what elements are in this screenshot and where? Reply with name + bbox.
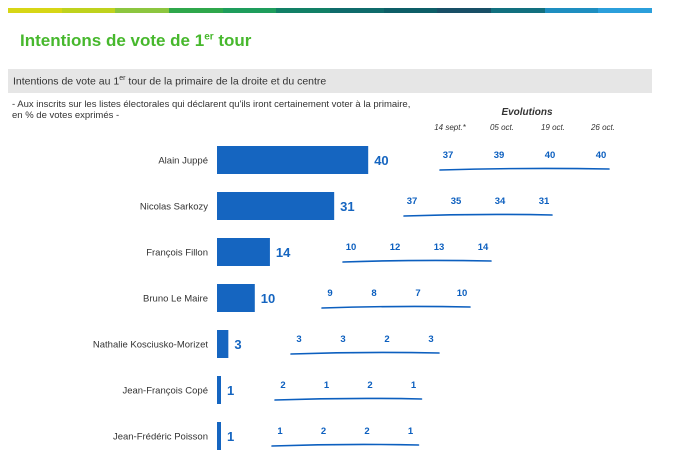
evolution-value: 3 bbox=[340, 334, 345, 345]
evolution-value: 40 bbox=[596, 150, 607, 161]
evolution-value: 12 bbox=[390, 242, 401, 253]
evolution-value: 39 bbox=[494, 150, 505, 161]
evolution-date-label: 14 sept.* bbox=[434, 123, 466, 132]
page-title: Intentions de vote de 1er tour bbox=[20, 31, 252, 50]
evolution-value: 7 bbox=[415, 288, 420, 299]
evolution-value: 9 bbox=[327, 288, 332, 299]
evolution-value: 1 bbox=[408, 426, 414, 437]
candidate-label: Alain Juppé bbox=[158, 156, 208, 167]
vote-bar bbox=[217, 330, 229, 358]
vote-bar bbox=[217, 376, 221, 404]
top-bar-segment bbox=[8, 8, 62, 13]
vote-value-label: 3 bbox=[234, 337, 241, 352]
evolution-underline bbox=[439, 167, 610, 171]
evolution-value: 1 bbox=[324, 380, 330, 391]
top-bar-segment bbox=[383, 8, 438, 13]
top-bar-segment bbox=[115, 8, 170, 13]
vote-value-label: 14 bbox=[276, 245, 291, 260]
top-color-bar bbox=[8, 8, 653, 13]
evolution-underline bbox=[290, 351, 440, 355]
evolution-value: 37 bbox=[407, 196, 418, 207]
vote-value-label: 10 bbox=[261, 291, 275, 306]
vote-value-label: 1 bbox=[227, 383, 234, 398]
evolution-value: 8 bbox=[371, 288, 376, 299]
evolution-value: 14 bbox=[478, 242, 489, 253]
evolution-value: 40 bbox=[545, 150, 556, 161]
evolution-value: 3 bbox=[428, 334, 433, 345]
evolution-value: 2 bbox=[321, 426, 326, 437]
evolution-underline bbox=[321, 305, 471, 309]
evolutions-heading: Evolutions bbox=[501, 107, 553, 118]
vote-value-label: 31 bbox=[340, 199, 354, 214]
top-bar-segment bbox=[222, 8, 277, 13]
evolution-value: 3 bbox=[296, 334, 301, 345]
vote-bar bbox=[217, 146, 369, 174]
top-bar-segment bbox=[491, 8, 545, 13]
evolution-value: 10 bbox=[457, 288, 468, 299]
evolution-underline bbox=[342, 259, 492, 263]
top-bar-segment bbox=[544, 8, 599, 13]
subtitle-bar: Intentions de vote au 1er tour de la pri… bbox=[8, 69, 652, 93]
top-bar-segment bbox=[437, 8, 492, 13]
evolution-value: 2 bbox=[364, 426, 369, 437]
population-note: - Aux inscrits sur les listes électorale… bbox=[12, 99, 411, 121]
evolution-value: 31 bbox=[539, 196, 550, 207]
evolution-value: 1 bbox=[277, 426, 283, 437]
top-bar-segment bbox=[330, 8, 384, 13]
candidate-label: Jean-Frédéric Poisson bbox=[113, 432, 208, 443]
top-bar-segment bbox=[276, 8, 331, 13]
evolution-value: 2 bbox=[280, 380, 285, 391]
evolution-value: 1 bbox=[411, 380, 417, 391]
vote-bar bbox=[217, 284, 255, 312]
evolution-underline bbox=[271, 443, 420, 447]
evolution-underline bbox=[403, 213, 553, 217]
vote-value-label: 40 bbox=[374, 153, 388, 168]
chart-subtitle: Intentions de vote au 1er tour de la pri… bbox=[13, 75, 327, 88]
evolution-date-label: 19 oct. bbox=[541, 123, 565, 132]
top-bar-segment bbox=[61, 8, 116, 13]
evolution-underline bbox=[274, 397, 423, 401]
candidate-label: François Fillon bbox=[146, 248, 208, 259]
evolution-value: 10 bbox=[346, 242, 357, 253]
top-bar-segment bbox=[169, 8, 223, 13]
candidate-label: Bruno Le Maire bbox=[143, 294, 208, 305]
evolution-value: 2 bbox=[367, 380, 372, 391]
evolution-value: 2 bbox=[384, 334, 389, 345]
evolution-value: 34 bbox=[495, 196, 506, 207]
vote-bar bbox=[217, 238, 270, 266]
vote-bar bbox=[217, 422, 221, 450]
candidate-label: Jean-François Copé bbox=[122, 386, 208, 397]
evolution-value: 13 bbox=[434, 242, 445, 253]
top-bar-segment bbox=[598, 8, 653, 13]
vote-bar bbox=[217, 192, 335, 220]
candidate-label: Nicolas Sarkozy bbox=[140, 202, 208, 213]
evolution-date-label: 05 oct. bbox=[490, 123, 514, 132]
candidate-label: Nathalie Kosciusko-Morizet bbox=[93, 340, 208, 351]
vote-value-label: 1 bbox=[227, 429, 234, 444]
evolution-value: 37 bbox=[443, 150, 454, 161]
evolution-value: 35 bbox=[451, 196, 462, 207]
evolution-date-label: 26 oct. bbox=[590, 123, 615, 132]
